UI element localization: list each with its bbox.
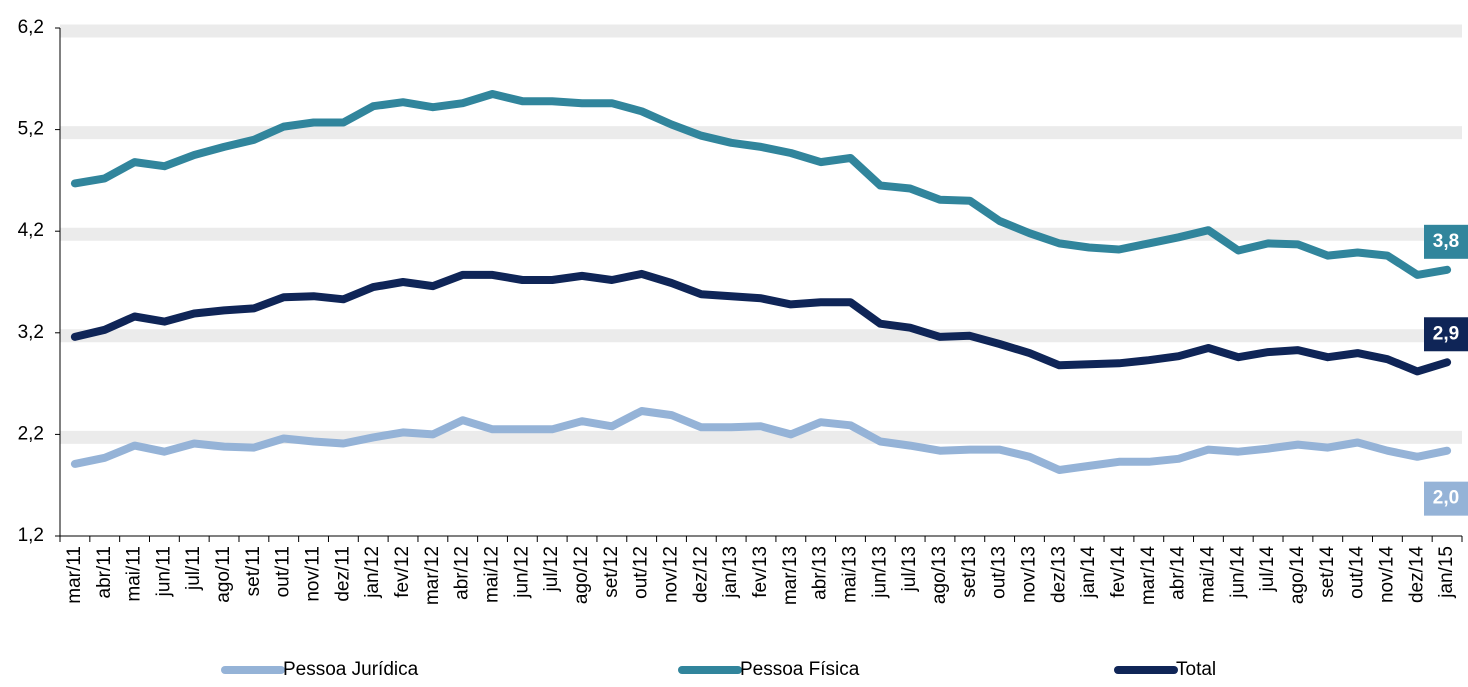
y-tick-label: 3,2 <box>18 322 44 343</box>
legend-item: Pessoa Jurídica <box>221 659 419 680</box>
x-tick-label: set/11 <box>243 546 264 596</box>
x-tick-label: jun/13 <box>869 546 890 599</box>
y-tick-label: 1,2 <box>18 525 44 546</box>
x-tick-label: dez/13 <box>1048 546 1069 603</box>
y-tick-label: 6,2 <box>18 17 44 38</box>
x-tick-label: jul/12 <box>541 546 562 592</box>
x-tick-label: jan/13 <box>720 546 741 599</box>
y-tick-label: 2,2 <box>18 423 44 444</box>
x-tick-label: mai/11 <box>124 546 145 602</box>
end-label-box <box>1424 481 1468 516</box>
x-tick-label: jan/14 <box>1078 546 1099 599</box>
x-tick-label: out/13 <box>989 546 1010 599</box>
x-tick-label: jan/15 <box>1436 546 1457 599</box>
x-tick-label: abr/11 <box>94 546 115 598</box>
legend-item: Total <box>1114 659 1216 680</box>
x-tick-label: jul/14 <box>1257 546 1278 593</box>
x-tick-label: dez/14 <box>1406 546 1427 603</box>
x-tick-label: nov/13 <box>1018 546 1039 603</box>
x-tick-label: out/12 <box>631 546 652 599</box>
x-tick-label: mai/12 <box>482 546 503 603</box>
x-tick-label: ago/12 <box>571 546 592 604</box>
x-tick-label: ago/13 <box>929 546 950 604</box>
x-tick-label: jun/14 <box>1227 546 1248 599</box>
x-tick-label: ago/14 <box>1287 546 1308 605</box>
legend-label: Total <box>1176 659 1216 680</box>
series-line <box>70 90 1452 279</box>
x-tick-label: mar/11 <box>64 546 85 604</box>
x-tick-label: jan/12 <box>362 546 383 599</box>
x-tick-label: mai/13 <box>840 546 861 603</box>
x-tick-label: jul/13 <box>899 546 920 592</box>
x-tick-label: dez/12 <box>690 546 711 603</box>
x-tick-label: dez/11 <box>332 546 353 602</box>
end-label: 3,8 <box>1433 231 1459 252</box>
x-tick-label: set/13 <box>959 546 980 598</box>
end-label-box <box>1424 317 1468 352</box>
x-tick-label: nov/14 <box>1376 546 1397 603</box>
end-label: 2,0 <box>1433 488 1459 509</box>
y-tick-label: 5,2 <box>18 119 44 140</box>
x-tick-label: abr/12 <box>452 546 473 600</box>
x-tick-label: abr/13 <box>810 546 831 600</box>
x-tick-label: ago/11 <box>213 546 234 603</box>
series-line <box>70 407 1452 474</box>
legend-item: Pessoa Física <box>678 659 860 680</box>
x-tick-label: jul/11 <box>183 546 204 591</box>
x-tick-label: jun/12 <box>511 546 532 599</box>
x-tick-label: mai/14 <box>1197 546 1218 603</box>
x-tick-label: jun/11 <box>153 546 174 597</box>
y-tick-label: 4,2 <box>18 220 44 241</box>
end-label-box <box>1424 224 1468 259</box>
x-tick-label: set/14 <box>1317 546 1338 598</box>
end-label: 2,9 <box>1433 323 1459 344</box>
series-line <box>70 269 1452 376</box>
x-tick-label: nov/11 <box>303 546 324 602</box>
x-tick-label: nov/12 <box>661 546 682 603</box>
x-tick-label: abr/14 <box>1168 546 1189 600</box>
x-tick-label: fev/13 <box>750 546 771 598</box>
x-tick-label: mar/14 <box>1138 546 1159 606</box>
legend-label: Pessoa Física <box>740 659 860 680</box>
x-tick-label: set/12 <box>601 546 622 598</box>
x-tick-label: fev/12 <box>392 546 413 598</box>
legend-label: Pessoa Jurídica <box>283 659 419 680</box>
x-tick-label: fev/14 <box>1108 546 1129 598</box>
x-tick-label: mar/12 <box>422 546 443 605</box>
x-tick-label: mar/13 <box>780 546 801 605</box>
x-tick-label: out/11 <box>273 546 294 597</box>
x-tick-label: out/14 <box>1347 546 1368 599</box>
